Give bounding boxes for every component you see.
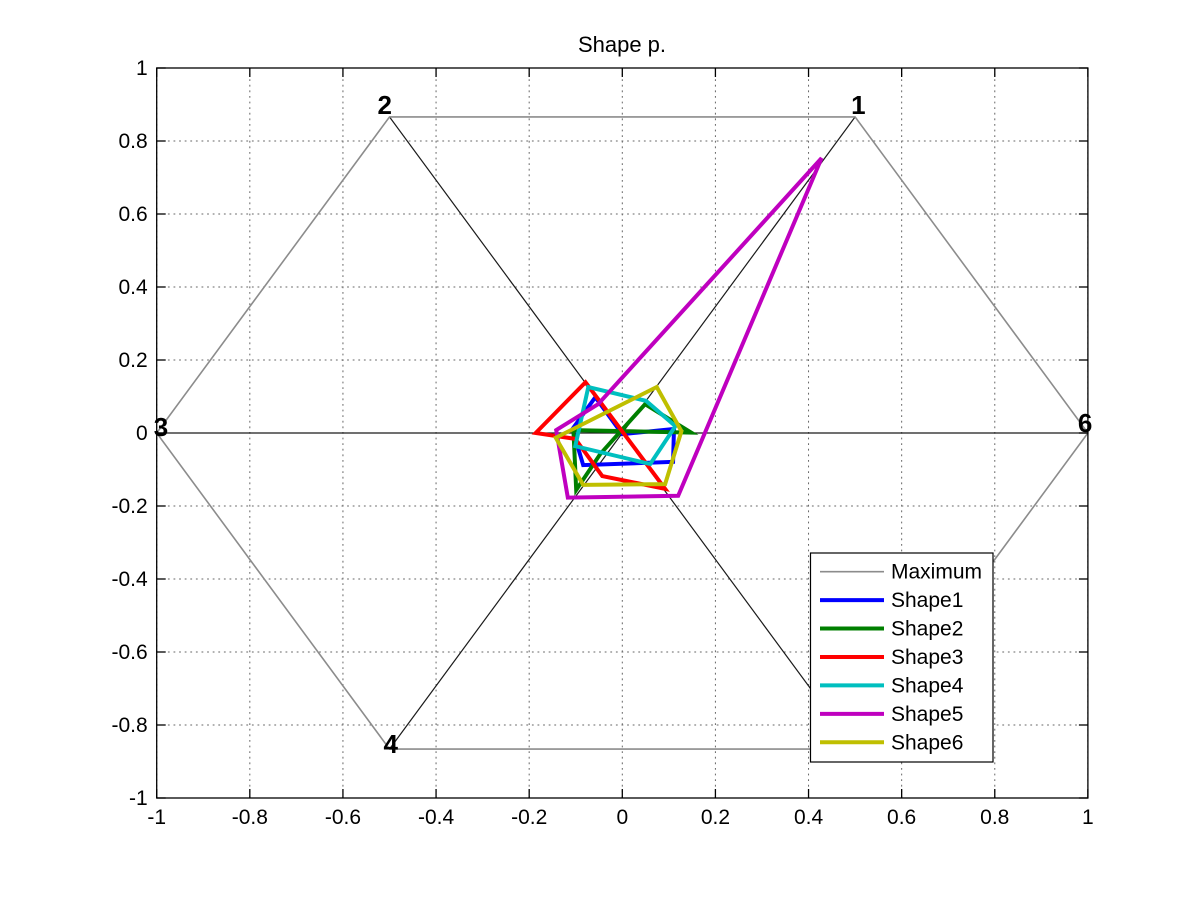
y-tick-label: 0.2 [118, 349, 147, 372]
spoke-line [389, 116, 623, 434]
vertex-label-1: 1 [851, 90, 865, 120]
x-tick-label: 1 [1082, 806, 1094, 829]
series-polygon-shape6 [552, 384, 684, 487]
y-tick-label: -0.8 [112, 714, 148, 737]
x-tick-label: -0.4 [418, 806, 455, 829]
y-tick-label: -0.2 [112, 495, 148, 518]
y-tick-label: 1 [136, 57, 148, 80]
x-tick-label: 0.2 [701, 806, 730, 829]
x-tick-label: -1 [147, 806, 166, 829]
y-tick-label: 0.4 [118, 276, 148, 299]
series-layer [531, 156, 824, 500]
vertex-labels-layer: 1 2 3 4 6 [154, 90, 1093, 759]
x-tick-label: 0.4 [794, 806, 824, 829]
legend-label: Maximum [891, 561, 982, 584]
x-tick-label: 0 [616, 806, 628, 829]
legend-label: Shape6 [891, 731, 963, 754]
tick-labels-layer: -1 -0.8 -0.6 -0.4 -0.2 0 0.2 0.4 0.6 0.8 1 -1 -0.8 -0… [112, 57, 1094, 829]
y-tick-label: 0.6 [118, 203, 147, 226]
x-tick-label: -0.2 [511, 806, 547, 829]
vertex-label-2: 2 [378, 90, 392, 120]
x-tick-label: 0.6 [887, 806, 916, 829]
legend-label: Shape1 [891, 589, 963, 612]
spoke-line [389, 432, 623, 750]
y-tick-label: -1 [129, 787, 148, 810]
legend-label: Shape5 [891, 703, 963, 726]
legend-label: Shape3 [891, 646, 963, 669]
legend: Maximum Shape1 Shape2 Shape3 Shape4 Shape5 Sha… [809, 552, 994, 763]
chart-title: Shape p. [578, 32, 666, 57]
vertex-label-4: 4 [384, 729, 399, 759]
vertex-label-3: 3 [154, 412, 168, 442]
series-polygon-shape5 [553, 156, 824, 500]
x-tick-label: -0.6 [325, 806, 361, 829]
y-tick-label: 0 [136, 422, 148, 445]
x-tick-label: 0.8 [980, 806, 1009, 829]
y-tick-label: -0.6 [112, 641, 148, 664]
vertex-label-6: 6 [1078, 408, 1092, 438]
x-tick-label: -0.8 [232, 806, 268, 829]
legend-label: Shape4 [891, 674, 964, 697]
maximum-glyph-layer [155, 116, 1089, 750]
y-tick-label: 0.8 [118, 130, 147, 153]
legend-label: Shape2 [891, 618, 963, 641]
y-tick-label: -0.4 [112, 568, 149, 591]
axes-box-layer [156, 67, 1089, 799]
